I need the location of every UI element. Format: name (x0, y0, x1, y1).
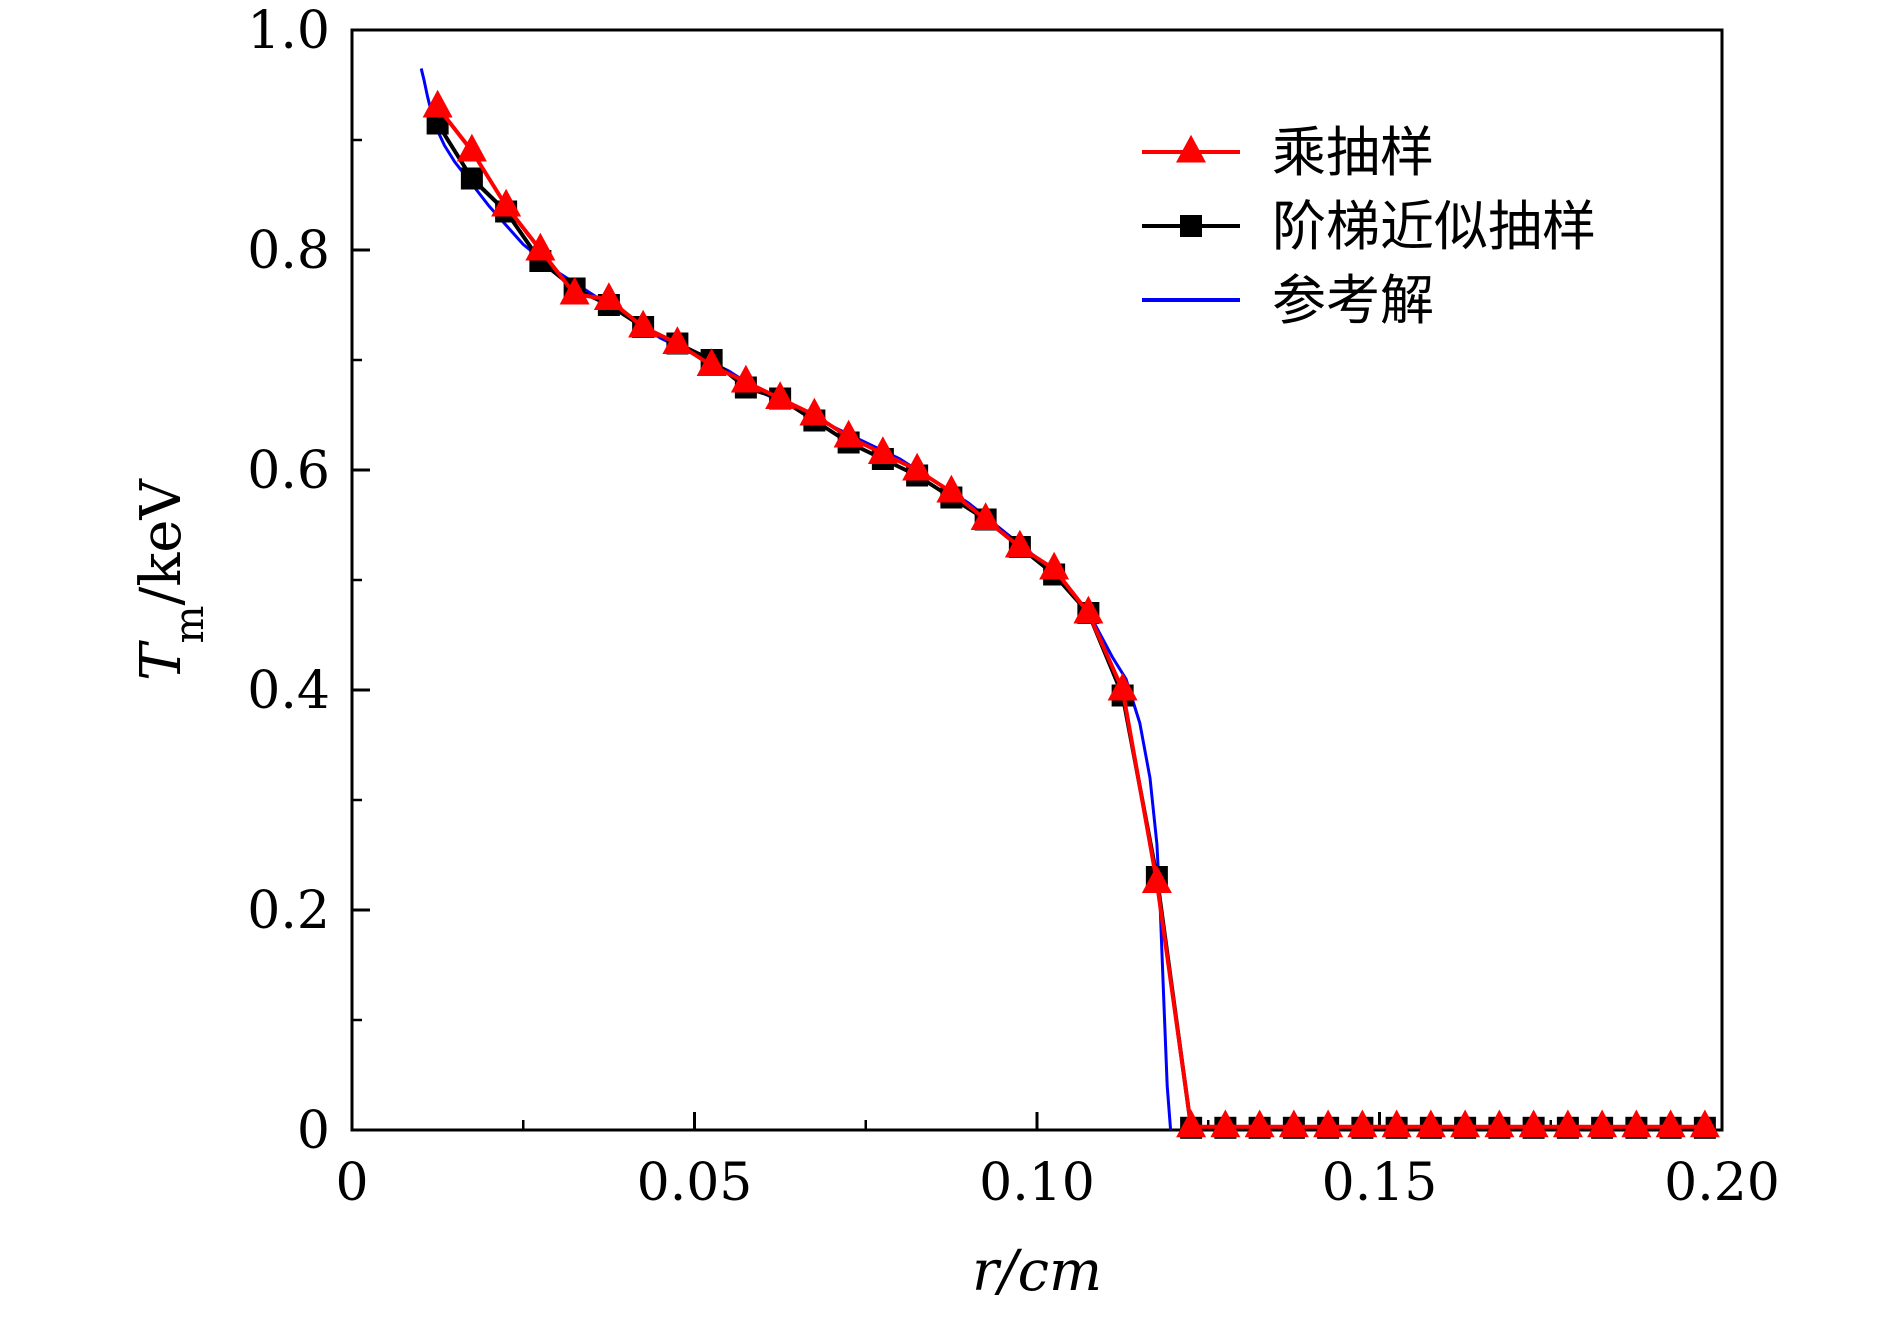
data-point-triangle (696, 348, 727, 376)
data-point-triangle (970, 502, 1001, 530)
y-tick-label: 0.8 (247, 221, 330, 281)
data-point-triangle (1450, 1109, 1481, 1138)
data-point-triangle (628, 309, 659, 338)
data-point-triangle (1621, 1109, 1652, 1138)
data-point-triangle (422, 89, 453, 118)
data-point-square (426, 112, 449, 135)
data-point-triangle (1518, 1109, 1549, 1138)
data-point-triangle (1415, 1109, 1446, 1138)
series-layer (419, 68, 1720, 1139)
data-point-triangle (1552, 1109, 1583, 1138)
x-tick-label: 0.10 (979, 1153, 1095, 1213)
data-point-triangle (1141, 865, 1172, 893)
data-point-triangle (456, 133, 487, 162)
series-none (419, 68, 1173, 1131)
y-axis-label: Tm/keV (129, 478, 213, 681)
data-point-triangle (799, 397, 830, 426)
data-point-triangle (833, 419, 864, 448)
data-point-triangle (1381, 1109, 1412, 1138)
data-point-triangle (593, 282, 624, 310)
x-tick-label: 0.20 (1664, 1153, 1780, 1213)
y-axis-ticks: 0 0.2 0.4 0.6 0.8 1.0 (247, 1, 370, 1161)
series-line (435, 122, 1705, 1130)
data-point-triangle (1176, 1109, 1207, 1138)
legend-marker-triangle (1176, 134, 1206, 163)
data-point-triangle (525, 232, 556, 261)
y-tick-label: 0.2 (247, 881, 330, 941)
legend-marker-square (1180, 215, 1202, 237)
data-point-triangle (491, 188, 522, 217)
data-point-triangle (1655, 1109, 1686, 1138)
x-axis-ticks: 0 0.05 0.10 0.15 0.20 (335, 1112, 1780, 1213)
series-triangle (422, 89, 1720, 1138)
data-point-triangle (1484, 1109, 1515, 1138)
data-point-triangle (936, 474, 967, 503)
series-square (426, 112, 1716, 1139)
data-point-triangle (1210, 1109, 1241, 1138)
data-point-triangle (1004, 529, 1035, 558)
series-line (419, 68, 1173, 1131)
data-point-triangle (662, 326, 693, 354)
x-tick-label: 0.15 (1322, 1153, 1438, 1213)
x-tick-label: 0.05 (637, 1153, 753, 1213)
y-tick-label: 0.4 (247, 661, 330, 721)
series-line (436, 105, 1705, 1129)
data-point-triangle (867, 436, 898, 464)
data-point-triangle (1278, 1109, 1309, 1138)
data-point-triangle (1313, 1109, 1344, 1138)
legend-label: 阶梯近似抽样 (1272, 195, 1596, 258)
legend-label: 参考解 (1272, 269, 1434, 332)
legend-label: 乘抽样 (1272, 121, 1434, 184)
data-point-triangle (1107, 672, 1138, 701)
data-point-triangle (1244, 1109, 1275, 1138)
x-axis-label: r/cm (972, 1239, 1102, 1304)
data-point-triangle (765, 381, 796, 409)
data-point-triangle (730, 364, 761, 393)
x-tick-label: 0 (335, 1153, 368, 1213)
data-point-triangle (1689, 1109, 1720, 1138)
data-point-triangle (1587, 1109, 1618, 1138)
y-tick-label: 0.6 (247, 441, 330, 501)
data-point-triangle (1347, 1109, 1378, 1138)
data-point-triangle (1073, 595, 1104, 624)
y-tick-label: 1.0 (247, 1, 330, 61)
data-point-triangle (1039, 551, 1070, 580)
data-point-triangle (559, 276, 590, 305)
data-point-triangle (902, 452, 933, 481)
y-tick-label: 0 (297, 1101, 330, 1161)
data-point-square (460, 167, 483, 190)
